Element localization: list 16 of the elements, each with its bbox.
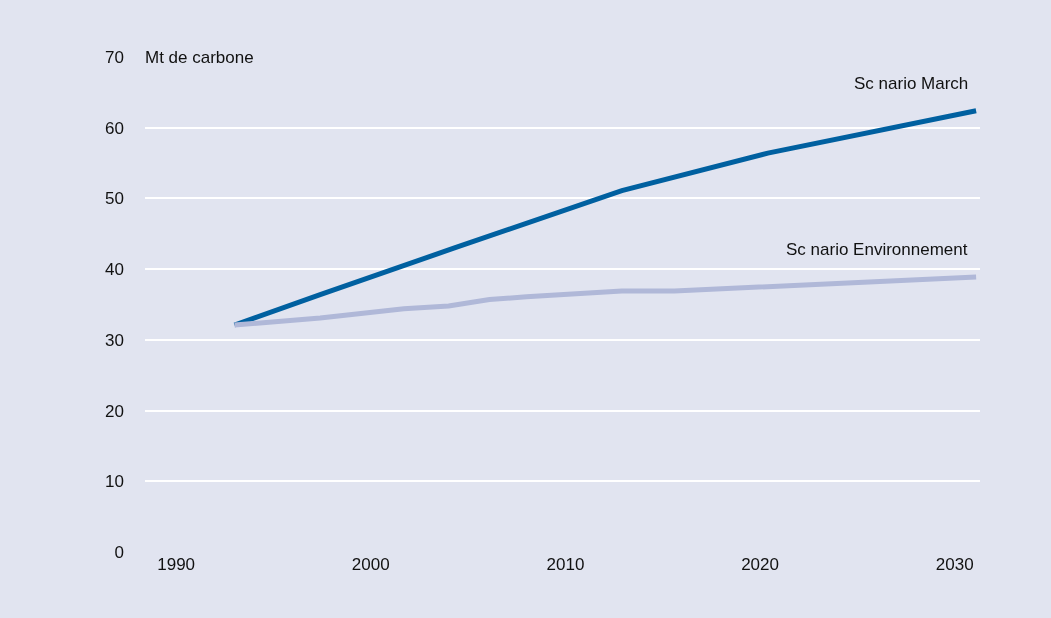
y-tick-label: 30: [105, 330, 124, 350]
x-tick-label: 1990: [157, 555, 196, 574]
x-tick-label: 2030: [935, 555, 974, 574]
y-tick-label: 20: [105, 401, 124, 421]
y-axis-title: Mt de carbone: [145, 48, 254, 67]
series-label: Sc nario March: [854, 74, 969, 93]
x-tick-label: 2010: [546, 555, 585, 574]
y-tick-label: 50: [105, 189, 124, 209]
series-label: Sc nario Environnement: [786, 240, 968, 259]
y-tick-label: 0: [114, 542, 124, 562]
y-tick-label: 40: [105, 260, 124, 280]
x-tick-label: 2000: [351, 555, 390, 574]
y-tick-label: 10: [105, 472, 124, 492]
y-tick-label: 60: [105, 118, 124, 138]
y-tick-label: 70: [105, 47, 124, 67]
x-tick-label: 2020: [741, 555, 779, 574]
